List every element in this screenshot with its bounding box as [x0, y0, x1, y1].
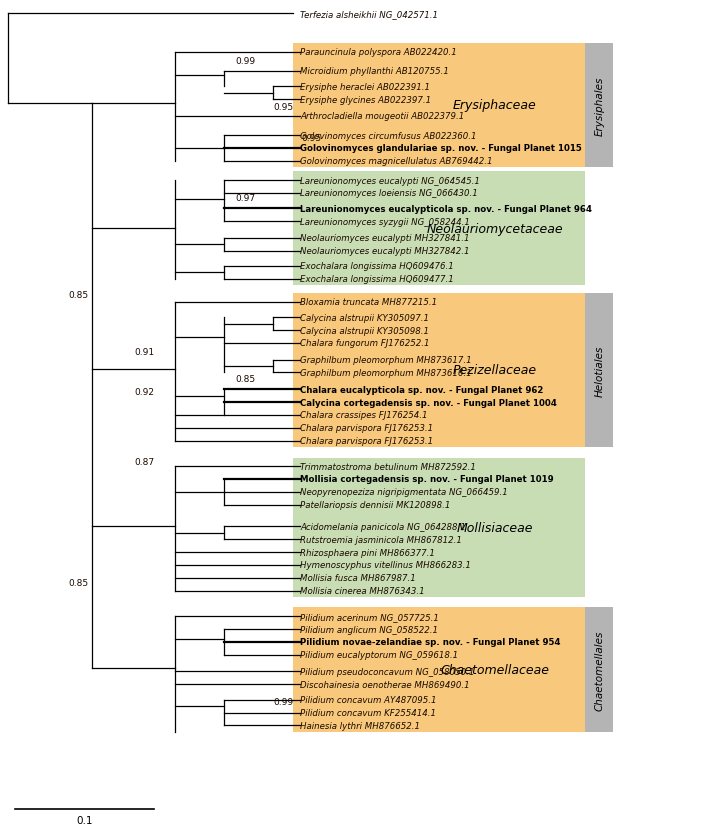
Bar [585, 44, 613, 168]
Text: Erysiphe heraclei AB022391.1: Erysiphe heraclei AB022391.1 [300, 83, 430, 92]
Bar [585, 608, 613, 732]
Text: Acidomelania panicicola NG_064288.1: Acidomelania panicicola NG_064288.1 [300, 522, 466, 532]
Text: Pilidium novae-zelandiae sp. nov. - Fungal Planet 954: Pilidium novae-zelandiae sp. nov. - Fung… [300, 638, 561, 647]
Text: Rhizosphaera pini MH866377.1: Rhizosphaera pini MH866377.1 [300, 548, 435, 557]
Text: Neolauriomyces eucalypti MH327842.1: Neolauriomyces eucalypti MH327842.1 [300, 247, 470, 256]
Text: Graphilbum pleomorphum MH873616.1: Graphilbum pleomorphum MH873616.1 [300, 368, 472, 378]
Text: Pilidium pseudoconcavum NG_058050.1: Pilidium pseudoconcavum NG_058050.1 [300, 667, 474, 676]
Text: Lareunionomyces eucalypticola sp. nov. - Fungal Planet 964: Lareunionomyces eucalypticola sp. nov. -… [300, 205, 592, 214]
Text: Erysiphales: Erysiphales [594, 76, 604, 136]
Bar [293, 294, 585, 447]
Text: Mollisia cinerea MH876343.1: Mollisia cinerea MH876343.1 [300, 586, 425, 595]
Text: Graphilbum pleomorphum MH873617.1: Graphilbum pleomorphum MH873617.1 [300, 356, 472, 364]
Text: Mollisiaceae: Mollisiaceae [457, 522, 533, 535]
Bar [293, 44, 585, 168]
Text: Golovinomyces glandulariae sp. nov. - Fungal Planet 1015: Golovinomyces glandulariae sp. nov. - Fu… [300, 144, 582, 153]
Text: Arthrocladiella mougeotii AB022379.1: Arthrocladiella mougeotii AB022379.1 [300, 113, 465, 121]
Text: Patellariopsis dennisii MK120898.1: Patellariopsis dennisii MK120898.1 [300, 501, 450, 509]
Text: Exochalara longissima HQ609476.1: Exochalara longissima HQ609476.1 [300, 262, 454, 272]
Text: Discohainesia oenotherae MH869490.1: Discohainesia oenotherae MH869490.1 [300, 680, 470, 689]
Text: Pilidium acerinum NG_057725.1: Pilidium acerinum NG_057725.1 [300, 612, 439, 621]
Text: Calycina alstrupii KY305098.1: Calycina alstrupii KY305098.1 [300, 326, 429, 335]
Text: 0.92: 0.92 [135, 388, 154, 396]
Text: 0.91: 0.91 [134, 348, 154, 356]
Text: Hymenoscyphus vitellinus MH866283.1: Hymenoscyphus vitellinus MH866283.1 [300, 561, 471, 570]
Text: Parauncinula polyspora AB022420.1: Parauncinula polyspora AB022420.1 [300, 48, 457, 57]
Text: 0.85: 0.85 [69, 291, 89, 300]
Text: 0.1: 0.1 [77, 816, 93, 826]
Text: Trimmatostroma betulinum MH872592.1: Trimmatostroma betulinum MH872592.1 [300, 462, 477, 471]
Text: 0.99: 0.99 [235, 56, 256, 65]
Text: Helotiales: Helotiales [594, 344, 604, 396]
Text: Neopyrenopeziza nigripigmentata NG_066459.1: Neopyrenopeziza nigripigmentata NG_06645… [300, 488, 508, 497]
Text: Mollisia cortegadensis sp. nov. - Fungal Planet 1019: Mollisia cortegadensis sp. nov. - Fungal… [300, 475, 554, 484]
Text: Neolauriomycetaceae: Neolauriomycetaceae [427, 223, 563, 235]
Text: Golovinomyces magnicellulatus AB769442.1: Golovinomyces magnicellulatus AB769442.1 [300, 157, 493, 166]
Text: Lareunionomyces loeiensis NG_066430.1: Lareunionomyces loeiensis NG_066430.1 [300, 189, 478, 198]
Text: Golovinomyces circumfusus AB022360.1: Golovinomyces circumfusus AB022360.1 [300, 132, 477, 141]
Text: Chaetomellales: Chaetomellales [594, 629, 604, 710]
Text: Exochalara longissima HQ609477.1: Exochalara longissima HQ609477.1 [300, 275, 454, 284]
Text: Pilidium concavum KF255414.1: Pilidium concavum KF255414.1 [300, 708, 436, 717]
Text: 0.97: 0.97 [235, 194, 256, 203]
Text: Chalara parvispora FJ176253.1: Chalara parvispora FJ176253.1 [300, 424, 434, 433]
Text: Chalara crassipes FJ176254.1: Chalara crassipes FJ176254.1 [300, 411, 428, 420]
Text: Chalara fungorum FJ176252.1: Chalara fungorum FJ176252.1 [300, 339, 430, 348]
Bar [293, 459, 585, 597]
Text: Chalara eucalypticola sp. nov. - Fungal Planet 962: Chalara eucalypticola sp. nov. - Fungal … [300, 385, 544, 394]
Text: Pilidium eucalyptorum NG_059618.1: Pilidium eucalyptorum NG_059618.1 [300, 651, 458, 659]
Text: Calycina alstrupii KY305097.1: Calycina alstrupii KY305097.1 [300, 314, 429, 322]
Text: 0.99: 0.99 [274, 697, 293, 706]
Text: Chaetomellaceae: Chaetomellaceae [441, 663, 549, 676]
Bar [293, 608, 585, 732]
Text: 0.95: 0.95 [301, 133, 321, 142]
Text: Bloxamia truncata MH877215.1: Bloxamia truncata MH877215.1 [300, 298, 438, 307]
Text: Hainesia lythri MH876652.1: Hainesia lythri MH876652.1 [300, 721, 420, 730]
Text: Chalara parvispora FJ176253.1: Chalara parvispora FJ176253.1 [300, 436, 434, 445]
Text: Lareunionomyces syzygii NG_058244.1: Lareunionomyces syzygii NG_058244.1 [300, 217, 470, 226]
Text: Rutstroemia jasminicola MH867812.1: Rutstroemia jasminicola MH867812.1 [300, 535, 462, 544]
Text: Pezizellaceae: Pezizellaceae [453, 364, 537, 377]
Text: Erysiphe glycines AB022397.1: Erysiphe glycines AB022397.1 [300, 95, 431, 104]
Text: 0.95: 0.95 [274, 103, 293, 112]
Text: Mollisia fusca MH867987.1: Mollisia fusca MH867987.1 [300, 574, 416, 583]
Text: Erysiphaceae: Erysiphaceae [453, 99, 537, 113]
Text: Neolauriomyces eucalypti MH327841.1: Neolauriomyces eucalypti MH327841.1 [300, 234, 470, 243]
Bar [293, 172, 585, 286]
Text: 0.87: 0.87 [134, 458, 154, 467]
Text: Lareunionomyces eucalypti NG_064545.1: Lareunionomyces eucalypti NG_064545.1 [300, 176, 480, 185]
Text: 0.85: 0.85 [235, 374, 256, 383]
Text: Pilidium anglicum NG_058522.1: Pilidium anglicum NG_058522.1 [300, 625, 439, 634]
Text: 0.85: 0.85 [69, 578, 89, 587]
Bar [585, 294, 613, 447]
Text: Microidium phyllanthi AB120755.1: Microidium phyllanthi AB120755.1 [300, 67, 449, 76]
Text: Terfezia alsheikhii NG_042571.1: Terfezia alsheikhii NG_042571.1 [300, 10, 439, 19]
Text: Calycina cortegadensis sp. nov. - Fungal Planet 1004: Calycina cortegadensis sp. nov. - Fungal… [300, 398, 557, 407]
Text: Pilidium concavum AY487095.1: Pilidium concavum AY487095.1 [300, 696, 437, 705]
